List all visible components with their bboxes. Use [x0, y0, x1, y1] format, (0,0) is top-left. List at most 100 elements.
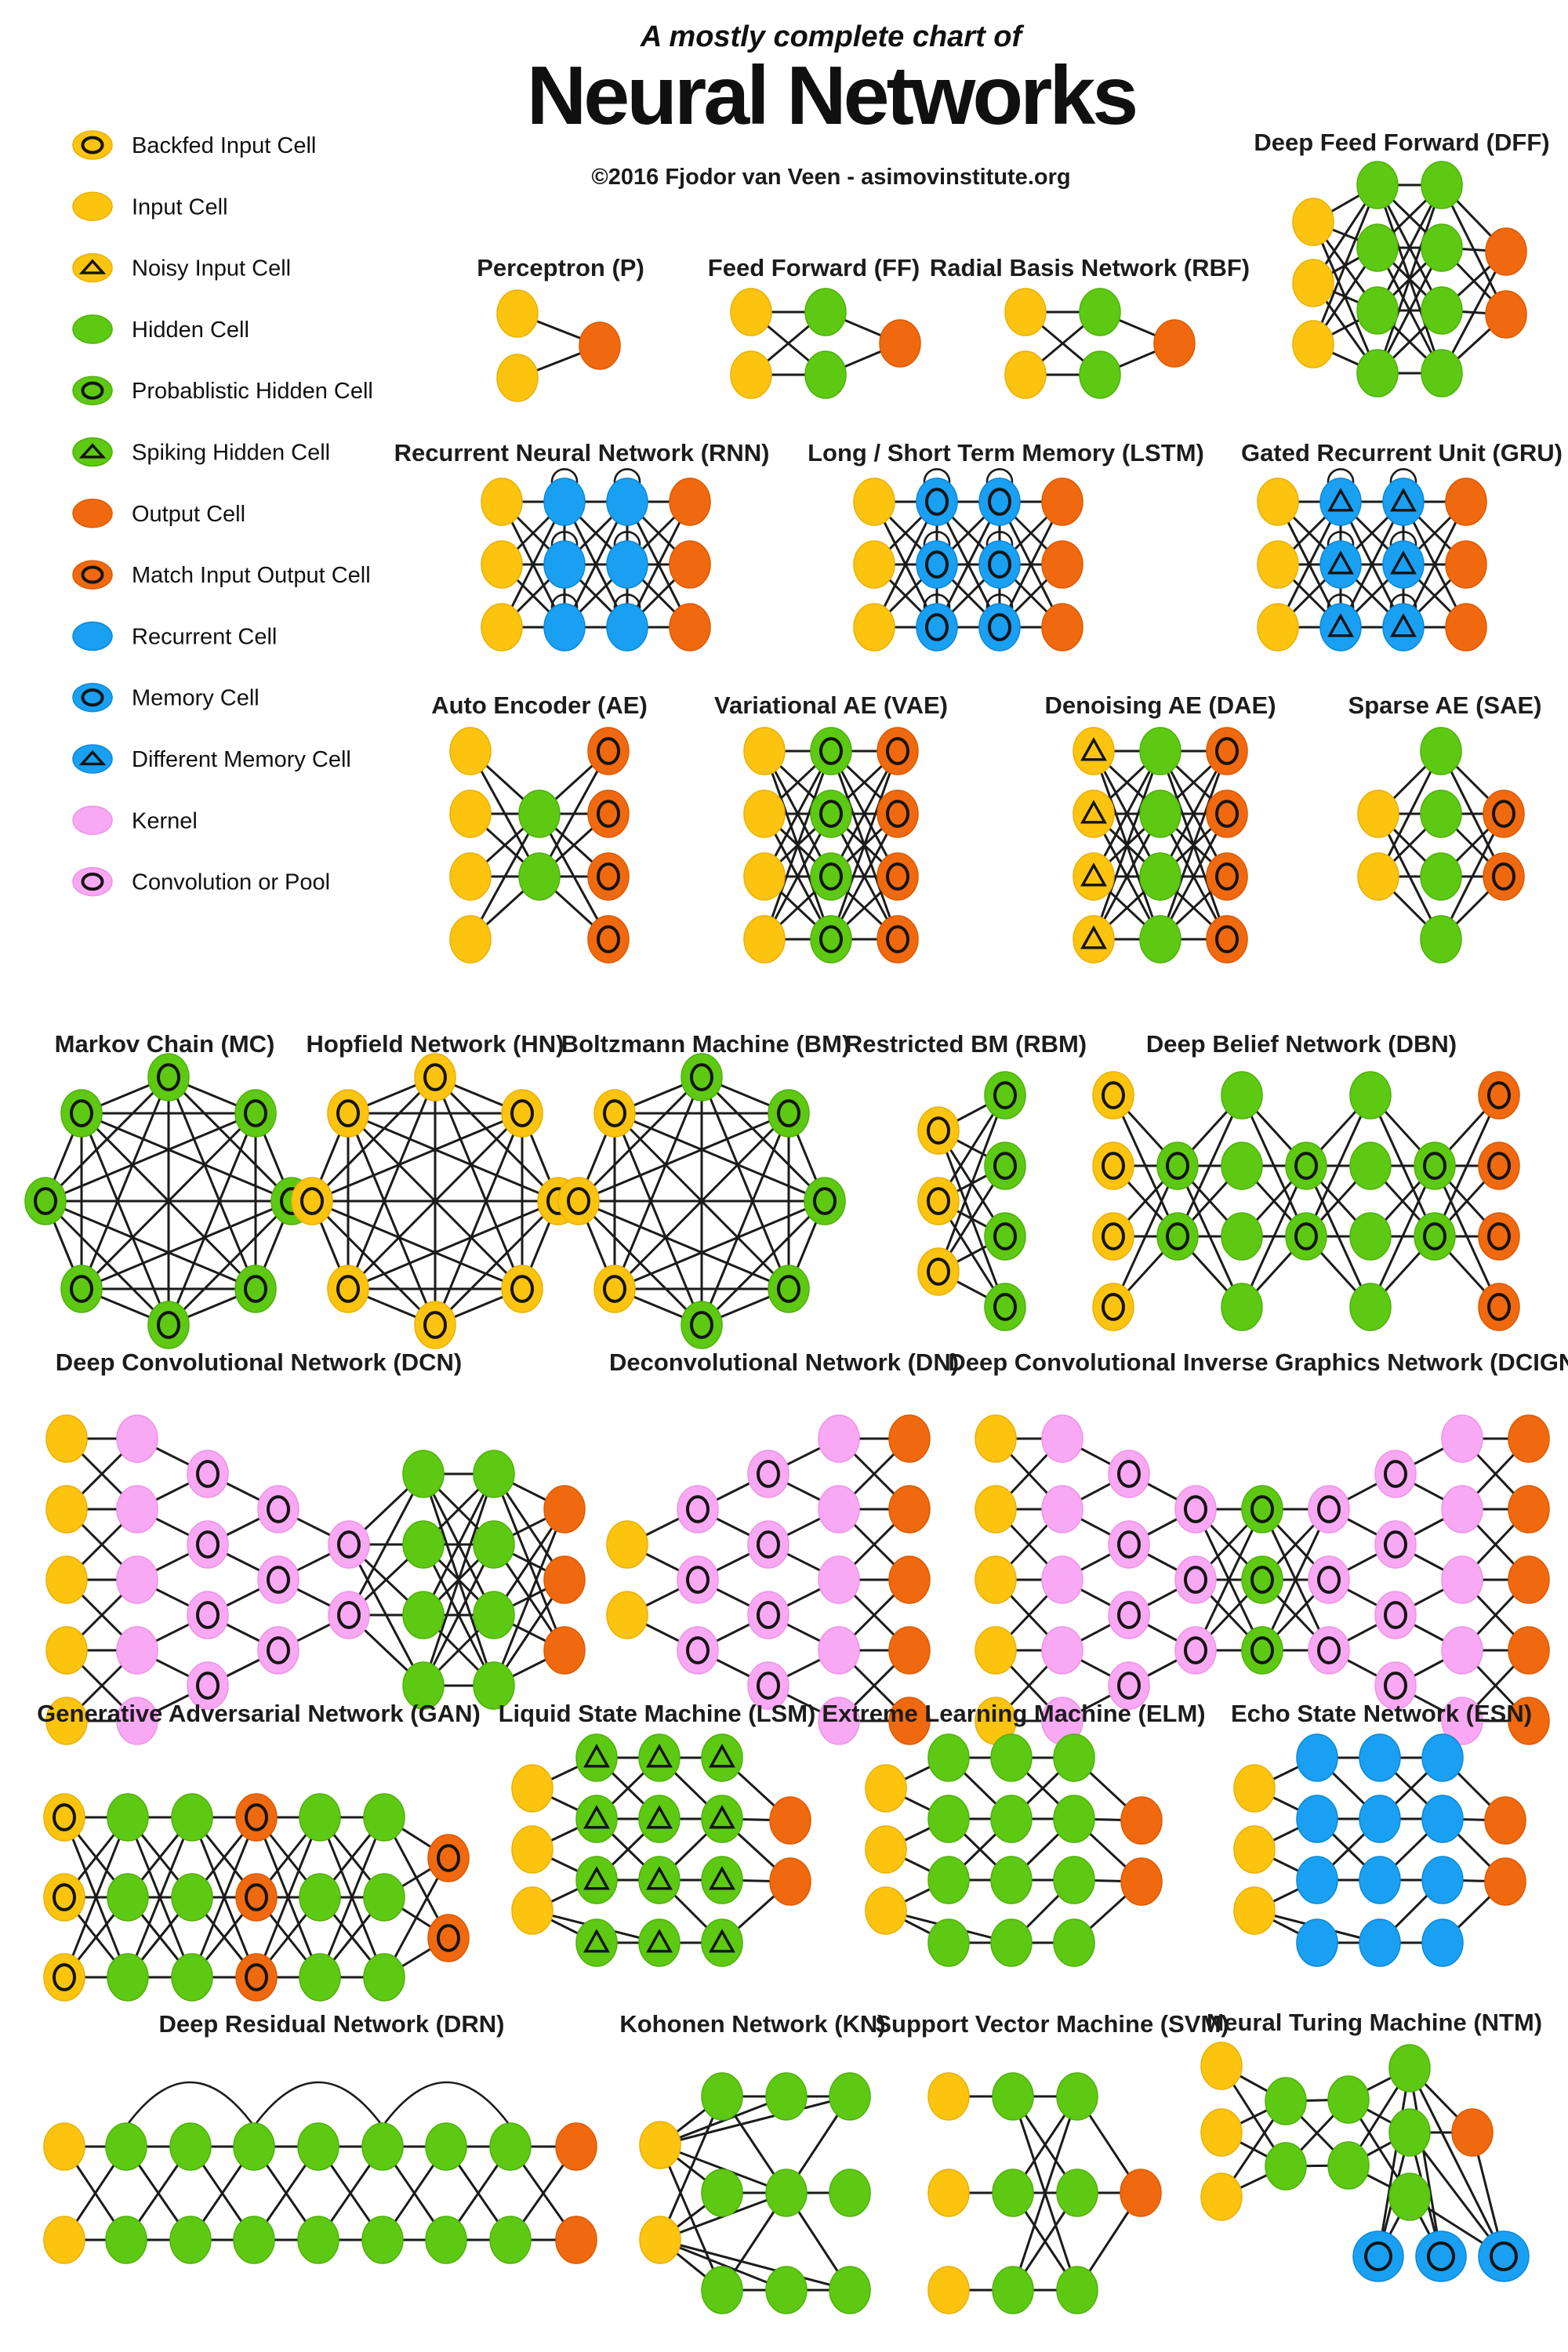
probabilistic-hidden-cell [1156, 1212, 1199, 1261]
input-cell [45, 1555, 88, 1604]
legend-label-different-memory: Different Memory Cell [132, 747, 351, 772]
match-input-output-cell [1483, 789, 1525, 838]
dff-edges [1312, 183, 1508, 375]
legend-item-recurrent: Recurrent Cell [72, 621, 277, 652]
recurrent-cell [1296, 1856, 1338, 1904]
hidden-cell [1327, 2141, 1370, 2190]
hidden-cell [1420, 727, 1462, 775]
hidden-cell [765, 2072, 808, 2121]
output-cell [1445, 477, 1487, 526]
convolution-pool-cell [1308, 1485, 1350, 1534]
match-input-output-cell [235, 1953, 278, 2002]
input-cell [865, 1825, 907, 1874]
legend-item-hidden: Hidden Cell [72, 314, 249, 344]
match-input-output-cell [587, 852, 630, 901]
output-cell [1485, 227, 1527, 276]
hidden-cell [927, 1856, 970, 1904]
output-cell [1041, 477, 1083, 526]
network-bm: Boltzmann Machine (BM) [557, 1030, 850, 1349]
hidden-cell [518, 852, 561, 901]
hidden-cell [1079, 288, 1121, 336]
backfed-input-cell [327, 1265, 369, 1313]
probabilistic-hidden-cell [60, 1089, 103, 1138]
match-input-output-cell [1483, 852, 1525, 901]
memory-cell [1415, 2230, 1467, 2282]
input-cell [72, 191, 113, 222]
elm-edges [885, 1756, 1143, 1944]
memory-cell [978, 603, 1021, 652]
backfed-input-cell [557, 1177, 600, 1225]
kn-edges [659, 2095, 851, 2292]
hidden-cell [1421, 223, 1463, 272]
hidden-cell [363, 1793, 405, 1842]
probabilistic-hidden-cell [768, 1089, 810, 1138]
hidden-cell [1388, 2172, 1431, 2221]
match-input-output-cell [235, 1793, 278, 1842]
backfed-input-cell [43, 1953, 85, 2002]
input-cell [1357, 789, 1399, 838]
hidden-cell [363, 1953, 405, 2002]
kernel-cell [1441, 1485, 1483, 1534]
spiking-hidden-cell [638, 1856, 681, 1904]
convolution-pool-cell [328, 1520, 370, 1569]
legend-item-convolution-pool: Convolution or Pool [72, 866, 330, 897]
probabilistic-hidden-cell [234, 1089, 277, 1138]
network-vae: Variational AE (VAE) [714, 691, 948, 964]
convolution-pool-cell [1108, 1661, 1150, 1710]
backfed-input-cell [593, 1265, 636, 1313]
hidden-cell [1420, 789, 1462, 838]
input-cell [449, 852, 492, 901]
input-cell [1292, 198, 1334, 246]
output-cell [1485, 290, 1527, 339]
probabilistic-hidden-cell [1285, 1142, 1327, 1190]
recurrent-cell [1421, 1795, 1464, 1843]
hidden-cell [1421, 349, 1463, 397]
input-cell [639, 2121, 681, 2169]
network-ff: Feed Forward (FF) [708, 254, 921, 399]
output-cell [579, 321, 621, 370]
match-input-output-cell [1478, 1142, 1520, 1190]
hidden-cell [701, 2266, 743, 2314]
hidden-cell [297, 2216, 339, 2264]
network-drn: Deep Residual Network (DRN) [43, 2010, 597, 2264]
convolution-pool-cell [328, 1591, 370, 1639]
elm-title: Extreme Learning Machine (ELM) [822, 1700, 1205, 1727]
output-cell [1451, 2108, 1494, 2157]
backfed-input-cell [72, 130, 113, 160]
output-cell [1484, 1796, 1526, 1845]
vae-edges [763, 750, 899, 941]
legend-label-probabilistic-hidden: Probablistic Hidden Cell [132, 379, 373, 404]
convolution-pool-cell [1374, 1661, 1417, 1710]
legend-item-different-memory: Different Memory Cell [72, 744, 351, 774]
network-ntm: Neural Turing Machine (NTM) [1200, 2009, 1542, 2282]
memory-cell [1352, 2230, 1404, 2282]
network-lstm: Long / Short Term Memory (LSTM) [808, 439, 1204, 652]
hidden-cell [107, 1953, 149, 2002]
legend-label-noisy-input: Noisy Input Cell [132, 256, 291, 281]
probabilistic-hidden-cell [72, 376, 113, 405]
dbn-title: Deep Belief Network (DBN) [1146, 1030, 1457, 1058]
memory-cell [916, 603, 958, 652]
dn-title: Deconvolutional Network (DN) [609, 1348, 959, 1376]
hidden-cell [829, 2169, 871, 2217]
convolution-pool-cell [1374, 1450, 1417, 1498]
kernel-cell [116, 1414, 158, 1463]
convolution-pool-cell [1174, 1626, 1217, 1675]
convolution-pool-cell [257, 1485, 299, 1534]
recurrent-cell [1296, 1795, 1338, 1843]
gru-edges [1276, 468, 1468, 629]
hidden-cell [1053, 1795, 1095, 1843]
hidden-cell [299, 1953, 341, 2002]
kernel-cell [818, 1414, 860, 1463]
convolution-pool-cell [1308, 1555, 1350, 1604]
hidden-cell [1053, 1856, 1095, 1904]
probabilistic-hidden-cell [147, 1053, 190, 1102]
input-cell [496, 354, 539, 402]
network-rbf: Radial Basis Network (RBF) [930, 254, 1250, 399]
legend-label-input: Input Cell [132, 194, 228, 220]
spiking-hidden-cell [575, 1733, 618, 1782]
legend-label-spiking-hidden: Spiking Hidden Cell [132, 441, 330, 466]
mc-title: Markov Chain (MC) [55, 1030, 275, 1058]
input-cell [1233, 1764, 1276, 1813]
hidden-cell [1388, 2108, 1431, 2157]
